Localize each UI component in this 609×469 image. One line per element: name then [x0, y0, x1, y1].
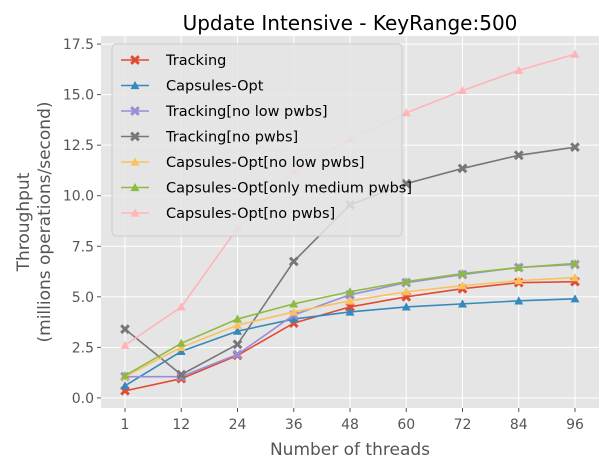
- data-point: [176, 302, 186, 311]
- legend-swatch-marker: [130, 55, 140, 65]
- data-point: [570, 49, 580, 58]
- legend-swatch-marker: [130, 208, 140, 217]
- data-point: [514, 262, 524, 272]
- data-point: [401, 277, 411, 286]
- legend-swatch-marker: [130, 157, 140, 166]
- data-point: [232, 349, 243, 360]
- legend-entry: Tracking[no pwbs]: [121, 130, 298, 146]
- chart-title: Update Intensive - KeyRange:500: [183, 11, 518, 35]
- y-axis-label-line1: Throughput: [14, 172, 34, 272]
- legend-label: Tracking[no pwbs]: [165, 130, 298, 146]
- legend-label: Capsules-Opt: [166, 79, 264, 95]
- data-point: [570, 142, 580, 153]
- data-point: [458, 299, 467, 308]
- legend-swatch-marker: [130, 106, 140, 116]
- legend-entry: Tracking: [121, 53, 226, 69]
- data-point: [458, 269, 467, 278]
- y-tick-label: 17.5: [63, 37, 94, 53]
- series-5: [120, 258, 580, 380]
- legend-entry: Capsules-Opt[no pwbs]: [121, 206, 335, 222]
- data-point: [514, 65, 524, 74]
- data-point: [233, 314, 242, 323]
- data-point: [289, 307, 299, 316]
- data-point: [120, 340, 130, 349]
- data-point: [513, 150, 524, 161]
- legend-entry: Tracking[no low pwbs]: [121, 104, 328, 120]
- data-point: [176, 369, 187, 380]
- legend-entry: Capsules-Opt: [121, 79, 264, 95]
- data-point: [233, 320, 242, 329]
- legend: Tracking Capsules-Opt Tracking[no low pwbs…: [111, 43, 412, 237]
- data-point: [120, 324, 130, 335]
- legend-label: Capsules-Opt[only medium pwbs]: [166, 181, 412, 197]
- data-point: [570, 258, 580, 268]
- y-axis-label-line2: (millions operations/second): [35, 102, 55, 343]
- data-point: [232, 339, 243, 350]
- x-tick-label: 24: [229, 417, 247, 433]
- legend-swatch-marker: [130, 131, 140, 142]
- y-tick-label: 7.5: [72, 239, 94, 255]
- data-point: [401, 302, 411, 311]
- x-tick-label: 72: [454, 417, 472, 433]
- y-tick-label: 2.5: [72, 340, 94, 356]
- data-point: [570, 273, 580, 282]
- data-point: [345, 307, 355, 316]
- legend-label: Capsules-Opt[no pwbs]: [166, 206, 335, 222]
- x-tick-label: 48: [341, 417, 359, 433]
- legend-label: Tracking: [165, 53, 226, 69]
- legend-entry: Capsules-Opt[only medium pwbs]: [121, 181, 412, 197]
- x-tick-labels: 1 12 24 36 48 60 72 84 96: [121, 408, 584, 433]
- data-point: [401, 287, 411, 296]
- y-tick-label: 12.5: [63, 138, 94, 154]
- x-tick-label: 12: [172, 417, 190, 433]
- data-point: [458, 281, 467, 290]
- x-tick-label: 96: [566, 417, 584, 433]
- data-point: [288, 256, 299, 267]
- y-tick-label: 0.0: [72, 391, 94, 407]
- legend-entry: Capsules-Opt[no low pwbs]: [121, 155, 365, 171]
- x-tick-label: 84: [510, 417, 528, 433]
- legend-swatch-marker: [130, 183, 140, 192]
- x-tick-label: 60: [397, 417, 415, 433]
- data-point: [345, 296, 355, 305]
- data-point: [233, 326, 242, 335]
- data-point: [514, 276, 524, 285]
- legend-label: Tracking[no low pwbs]: [165, 104, 328, 120]
- data-point: [176, 338, 186, 347]
- y-tick-label: 5.0: [72, 290, 94, 306]
- data-point: [345, 287, 355, 296]
- data-point: [514, 296, 524, 305]
- data-point: [458, 86, 467, 95]
- y-tick-labels: 0.0 2.5 5.0 7.5 10.0 12.5 15.0 17.5: [63, 37, 101, 407]
- legend-frame: [111, 43, 403, 237]
- series-layer: [120, 49, 580, 396]
- data-point: [289, 314, 299, 323]
- data-point: [401, 108, 411, 117]
- data-point: [120, 371, 130, 380]
- x-axis-label: Number of threads: [270, 440, 430, 460]
- legend-label: Capsules-Opt[no low pwbs]: [166, 155, 365, 171]
- data-point: [401, 178, 412, 189]
- data-point: [120, 381, 130, 390]
- y-tick-label: 15.0: [63, 88, 94, 104]
- y-tick-label: 10.0: [63, 189, 94, 205]
- data-point: [570, 294, 580, 303]
- legend-swatch-marker: [130, 81, 140, 90]
- data-point: [457, 163, 468, 174]
- data-point: [289, 299, 299, 308]
- x-tick-label: 36: [285, 417, 303, 433]
- x-tick-label: 1: [121, 417, 130, 433]
